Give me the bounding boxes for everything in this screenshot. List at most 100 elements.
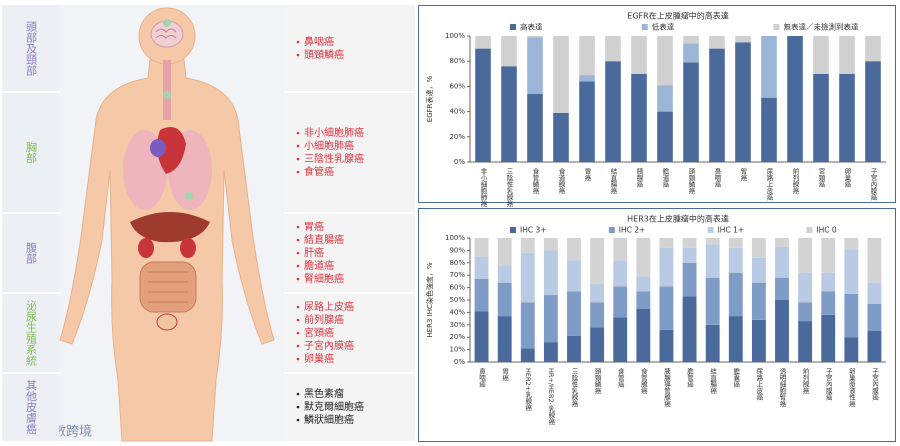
bar-segment: [798, 302, 813, 322]
bullet: [296, 405, 300, 409]
bar-segment: [813, 36, 829, 74]
bullet: [296, 238, 300, 242]
cancer-name: 肝癌: [304, 246, 324, 259]
x-tick-label: 食道腺癌: [557, 167, 565, 196]
bar-segment: [543, 342, 558, 362]
y-tick-label: 0%: [454, 358, 465, 366]
y-tick-label: 90%: [449, 246, 465, 254]
x-tick-label: 食管腺癌: [639, 367, 647, 396]
bullet: [296, 277, 300, 281]
bar-segment: [683, 36, 699, 44]
x-tick-label: 卵巢漿液性癌: [847, 367, 855, 409]
bar-segment: [605, 36, 621, 62]
bar-segment: [590, 302, 605, 328]
y-tick-label: 0%: [454, 158, 465, 166]
bar-segment: [527, 37, 543, 94]
y-tick-label: 30%: [449, 321, 465, 329]
bar-segment: [867, 238, 882, 283]
bar-segment: [579, 81, 595, 162]
bar-segment: [497, 265, 512, 283]
bar-segment: [728, 316, 743, 362]
bar-segment: [751, 282, 766, 320]
x-tick-label: 尿路上皮癌: [765, 168, 773, 202]
bar-segment: [659, 247, 674, 287]
bar-segment: [520, 302, 535, 349]
bar-segment: [751, 238, 766, 258]
bar-segment: [579, 36, 595, 76]
bar-segment: [865, 61, 881, 163]
bar-segment: [636, 276, 651, 292]
x-tick-label: 結直腸癌: [709, 367, 717, 396]
x-tick-label: 膽管癌: [686, 367, 694, 389]
x-tick-label: 胃癌: [501, 368, 509, 383]
y-tick-label: 80%: [449, 57, 465, 65]
chart-title: HER3在上皮腫瘤中的高表達: [627, 214, 729, 224]
bullet: [296, 318, 300, 322]
bar-segment: [751, 257, 766, 283]
bar-segment: [543, 250, 558, 296]
y-tick-label: 60%: [449, 82, 465, 90]
x-tick-label: 頭頸鱗癌: [687, 168, 695, 196]
bar-segment: [798, 321, 813, 362]
x-tick-label: HR+/HER2-乳腺癌: [547, 368, 555, 426]
x-tick-label: 食管癌: [616, 367, 624, 389]
bar-segment: [567, 335, 581, 362]
x-tick-label: 膽囊癌: [732, 367, 740, 389]
bar-segment: [775, 277, 789, 300]
x-tick-label: 頭頸鱗癌: [593, 368, 601, 396]
y-tick-label: 10%: [449, 346, 465, 354]
x-tick-label: 卵巢癌: [843, 167, 851, 189]
x-tick-label: 三陰性乳腺癌: [570, 368, 578, 409]
cancer-name: 默克爾細胞癌: [304, 400, 364, 413]
bar-segment: [798, 272, 813, 303]
bar-segment: [590, 238, 605, 284]
x-tick-label: 前列腺癌: [791, 167, 799, 196]
bar-segment: [775, 300, 789, 362]
bar-segment: [605, 61, 621, 163]
bar-segment: [761, 36, 777, 98]
bar-segment: [527, 36, 543, 38]
legend-label: IHC 0: [816, 226, 836, 235]
bar-segment: [636, 308, 651, 362]
bar-segment: [787, 36, 803, 162]
cancer-name: 腎細胞癌: [304, 272, 344, 285]
y-tick-label: 100%: [445, 32, 465, 40]
region-label-cell: [3, 92, 59, 213]
legend-label: 無表達／未檢測到表達: [783, 22, 858, 32]
bar-segment: [682, 262, 697, 297]
bar-segment: [567, 260, 581, 292]
cancer-name: 食管癌: [304, 165, 334, 178]
bar-segment: [475, 36, 491, 49]
bar-segment: [867, 331, 882, 362]
cancer-name: 鱗狀細胞癌: [304, 413, 354, 426]
bar-segment: [798, 238, 813, 273]
bar-segment: [474, 238, 489, 257]
bar-segment: [728, 238, 743, 248]
bar-segment: [728, 272, 743, 317]
bar-segment: [867, 303, 882, 331]
bar-segment: [761, 97, 777, 162]
x-tick-label: 非小細胞肺癌: [479, 167, 487, 209]
bar-segment: [775, 238, 789, 247]
bar-segment: [705, 277, 720, 325]
cancer-name: 非小細胞肺癌: [304, 126, 364, 139]
bullet: [296, 305, 300, 309]
y-tick-label: 80%: [449, 259, 465, 267]
x-tick-label: 食管鱗癌: [531, 167, 539, 196]
bar-segment: [501, 66, 517, 162]
bar-segment: [497, 282, 512, 317]
bar-segment: [844, 293, 859, 338]
bar-segment: [497, 238, 512, 266]
bullet: [296, 157, 300, 161]
y-tick-label: 40%: [449, 108, 465, 116]
bar-segment: [613, 286, 628, 318]
bullet: [296, 170, 300, 174]
bar-segment: [636, 291, 651, 309]
bar-segment: [579, 75, 595, 82]
cancer-name: 小細胞肺癌: [304, 139, 354, 152]
bar-segment: [657, 85, 673, 112]
region-label: 胸部: [25, 140, 38, 163]
bar-segment: [821, 314, 836, 362]
bar-segment: [844, 249, 859, 294]
